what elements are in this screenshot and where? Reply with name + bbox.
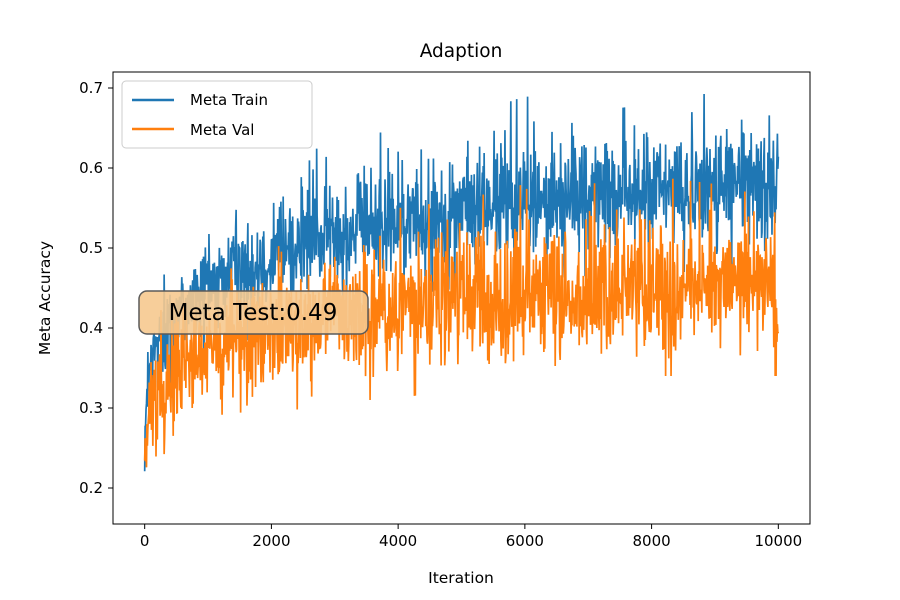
y-axis: 0.2 0.3 0.4 0.5 0.6 0.7 [79,79,113,497]
x-tick-label: 8000 [632,532,670,550]
legend-label-meta-train: Meta Train [190,91,268,109]
annotation-text: Meta Test:0.49 [169,300,338,326]
y-tick-label: 0.7 [79,79,103,97]
plot-area-frame [112,71,811,525]
meta-test-annotation: Meta Test:0.49 [138,290,369,335]
y-tick-label: 0.5 [79,239,103,257]
x-tick-label: 2000 [252,532,290,550]
legend: Meta Train Meta Val [121,80,313,149]
y-tick-label: 0.3 [79,399,103,417]
x-tick-label: 0 [140,532,150,550]
chart-title: Adaption [420,41,503,62]
legend-box [121,80,313,149]
y-tick-label: 0.4 [79,319,103,337]
x-axis: 0 2000 4000 6000 8000 10000 [140,524,802,550]
y-tick-label: 0.2 [79,479,103,497]
legend-label-meta-val: Meta Val [190,121,254,139]
x-axis-title: Iteration [428,569,494,587]
series-layer [143,94,780,472]
y-axis-title: Meta Accuracy [36,241,54,355]
annotation-box [138,290,369,335]
y-tick-label: 0.6 [79,159,103,177]
x-tick-label: 10000 [754,532,802,550]
x-tick-label: 6000 [506,532,544,550]
x-tick-label: 4000 [379,532,417,550]
series-line-meta-val [143,178,780,468]
